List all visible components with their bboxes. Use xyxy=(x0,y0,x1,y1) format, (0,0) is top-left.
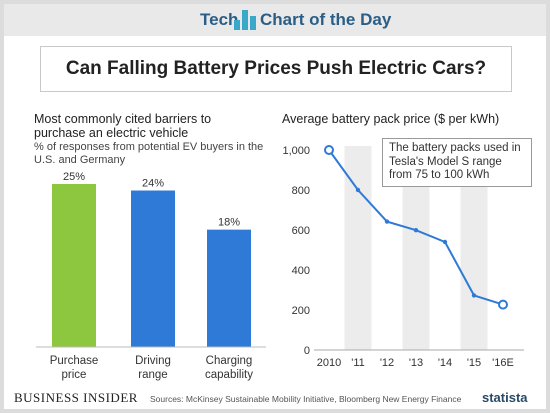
bar-chart-title: Most commonly cited barriers to purchase… xyxy=(34,112,212,140)
grid-band xyxy=(344,146,372,350)
header-bar: Tech Chart of the Day xyxy=(4,4,546,36)
bar-category-label: Driving xyxy=(135,355,171,367)
x-tick-label: '13 xyxy=(409,357,423,369)
data-point xyxy=(355,187,361,193)
line-chart-title: Average battery pack price ($ per kWh) xyxy=(282,112,500,126)
x-tick-label: '16E xyxy=(492,357,514,369)
data-point xyxy=(324,145,334,155)
chart-annotation: The battery packs used in Tesla's Model … xyxy=(382,138,532,187)
x-tick-label: '14 xyxy=(438,357,452,369)
x-tick-label: '11 xyxy=(351,357,365,369)
bar-category-label: range xyxy=(138,369,167,381)
bar xyxy=(52,184,96,347)
y-tick-label: 400 xyxy=(292,265,310,277)
brand-tech: Tech xyxy=(200,10,239,29)
x-tick-label: '12 xyxy=(380,357,394,369)
bar-data-label: 18% xyxy=(218,217,240,229)
bar-chart: 25% Purchase price 24% Driving range 18% Chargi… xyxy=(36,171,266,381)
bar-category-label: capability xyxy=(205,369,253,381)
data-point xyxy=(413,228,419,233)
bar xyxy=(131,190,175,347)
data-point xyxy=(384,219,390,224)
y-tick-label: 600 xyxy=(292,225,310,237)
y-tick-label: 800 xyxy=(292,185,310,197)
data-point xyxy=(471,293,477,298)
bar-chart-subtitle: % of responses from potential EV buyers … xyxy=(34,141,264,166)
data-point xyxy=(498,299,508,310)
business-insider-logo: BUSINESS INSIDER xyxy=(14,390,138,405)
y-tick-label: 1,000 xyxy=(282,145,310,157)
page-title: Can Falling Battery Prices Push Electric… xyxy=(40,46,512,92)
sources-note: Sources: McKinsey Sustainable Mobility I… xyxy=(150,394,462,404)
bar-category-label: Charging xyxy=(206,355,253,367)
bar-data-label: 24% xyxy=(142,178,164,190)
y-tick-label: 200 xyxy=(292,305,310,317)
statista-logo: statista xyxy=(482,390,528,405)
bar-data-label: 25% xyxy=(63,171,85,183)
bar xyxy=(207,229,251,347)
y-tick-label: 0 xyxy=(304,345,310,357)
bar-category-label: Purchase xyxy=(50,355,99,367)
bar-category-label: price xyxy=(62,369,87,381)
bar-blocks-icon xyxy=(234,10,256,30)
x-tick-label: 2010 xyxy=(317,357,341,369)
chart-card: Tech Chart of the Day Can Falling Batter… xyxy=(4,4,546,409)
x-tick-label: '15 xyxy=(467,357,481,369)
brand-chart-of-the-day: Chart of the Day xyxy=(260,10,392,29)
data-point xyxy=(442,239,448,245)
